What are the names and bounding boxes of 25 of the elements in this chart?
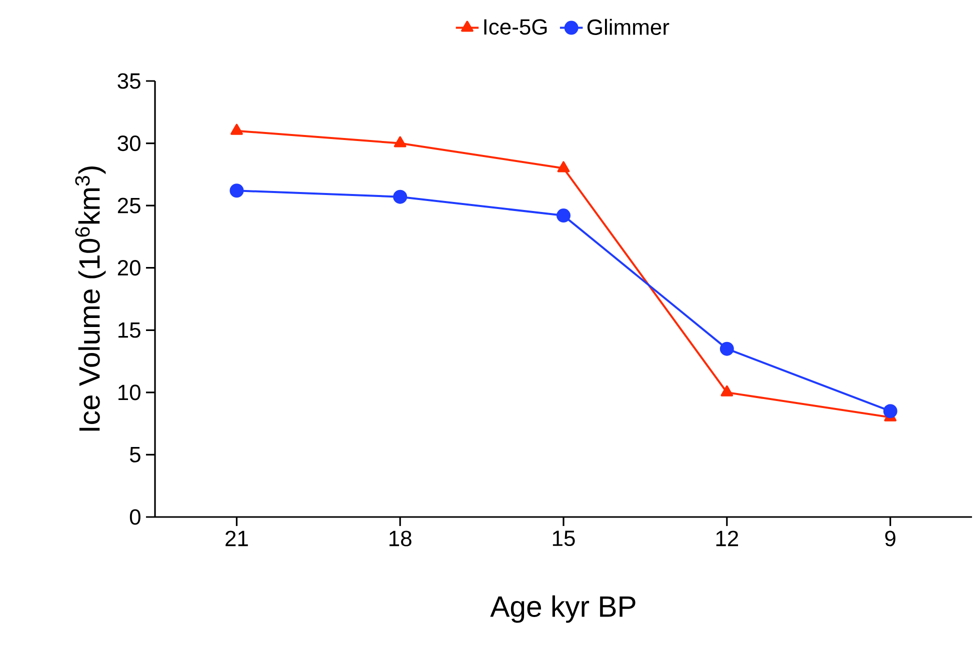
- point: [230, 184, 244, 198]
- y-tick-label: 5: [130, 447, 140, 462]
- x-tick-label: 18: [390, 530, 412, 546]
- y-tick-label: 0: [130, 509, 140, 525]
- point: [720, 342, 734, 356]
- y-tick-label: 15: [118, 322, 140, 338]
- point: [230, 124, 243, 135]
- x-axis-title: Age kyr BP: [490, 595, 636, 623]
- point: [557, 161, 570, 172]
- y-tick-label: 10: [118, 384, 140, 400]
- point: [556, 208, 571, 223]
- point: [883, 404, 898, 418]
- y-tick-label: 25: [118, 198, 140, 214]
- x-tick-label: 12: [716, 530, 738, 546]
- x-tick-label: 21: [226, 530, 248, 546]
- x-tick-label: 9: [885, 530, 896, 546]
- y-tick-label: 35: [118, 73, 140, 89]
- point: [393, 190, 408, 204]
- x-tick-label: 15: [552, 530, 575, 546]
- y-axis-title: Ice Volume (10$^{6}$km$^{3}$): [75, 166, 106, 431]
- y-tick-label: 20: [118, 260, 140, 276]
- y-tick-label: 30: [118, 135, 140, 152]
- legend-label: Ice-5G: [484, 19, 547, 35]
- legend-label: Glimmer: [588, 18, 670, 35]
- point: [394, 136, 406, 148]
